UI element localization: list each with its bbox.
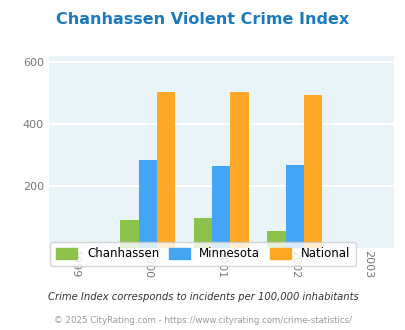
Bar xyxy=(139,159,157,248)
Bar xyxy=(120,220,139,248)
Bar xyxy=(285,165,303,248)
Bar xyxy=(266,231,285,248)
Text: © 2025 CityRating.com - https://www.cityrating.com/crime-statistics/: © 2025 CityRating.com - https://www.city… xyxy=(54,316,351,325)
Text: Crime Index corresponds to incidents per 100,000 inhabitants: Crime Index corresponds to incidents per… xyxy=(47,292,358,302)
Bar xyxy=(193,218,211,248)
Bar xyxy=(230,92,248,248)
Bar xyxy=(211,166,230,248)
Legend: Chanhassen, Minnesota, National: Chanhassen, Minnesota, National xyxy=(50,242,355,266)
Bar xyxy=(157,92,175,248)
Text: Chanhassen Violent Crime Index: Chanhassen Violent Crime Index xyxy=(56,12,349,26)
Bar xyxy=(303,95,322,248)
